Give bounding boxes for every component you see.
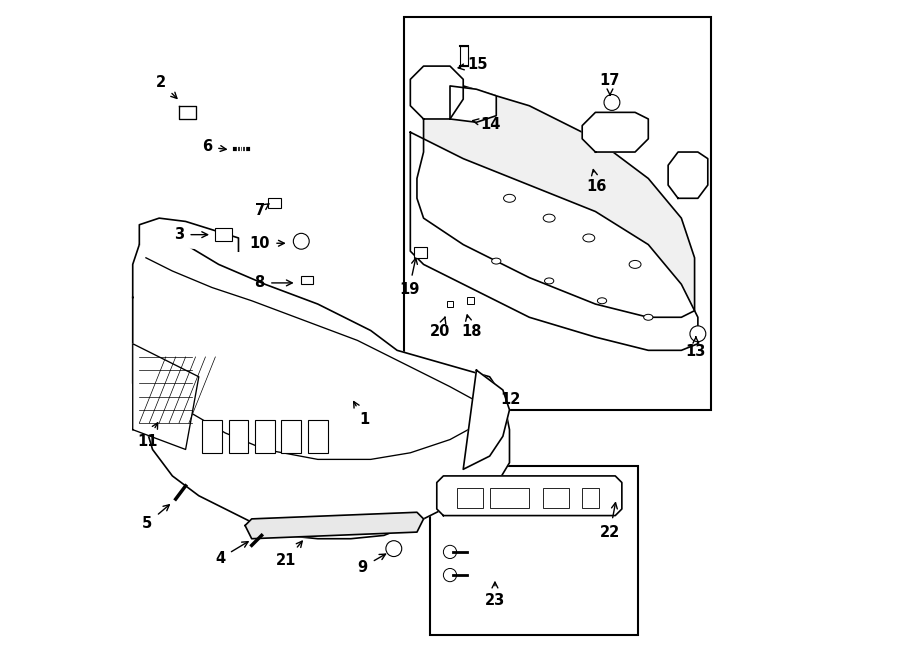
Text: 8: 8 bbox=[255, 276, 292, 290]
Ellipse shape bbox=[503, 194, 516, 202]
Text: 13: 13 bbox=[686, 337, 706, 359]
Ellipse shape bbox=[629, 260, 641, 268]
Polygon shape bbox=[245, 512, 424, 539]
Bar bbox=[229, 420, 248, 453]
Text: 21: 21 bbox=[276, 541, 302, 568]
Bar bbox=[543, 488, 569, 508]
Circle shape bbox=[604, 95, 620, 110]
Bar bbox=[446, 301, 454, 307]
Text: 14: 14 bbox=[472, 117, 501, 132]
Polygon shape bbox=[450, 86, 496, 122]
Bar bbox=[460, 46, 468, 66]
Polygon shape bbox=[179, 106, 195, 119]
Bar bbox=[404, 17, 711, 410]
Bar bbox=[430, 466, 638, 635]
Polygon shape bbox=[464, 370, 509, 469]
Ellipse shape bbox=[491, 258, 501, 264]
Circle shape bbox=[690, 326, 706, 342]
Polygon shape bbox=[668, 152, 707, 198]
Polygon shape bbox=[410, 132, 698, 350]
Ellipse shape bbox=[598, 297, 607, 303]
Text: 12: 12 bbox=[500, 393, 521, 407]
Polygon shape bbox=[132, 231, 509, 539]
Text: 18: 18 bbox=[461, 315, 482, 339]
Text: 17: 17 bbox=[599, 73, 620, 95]
Text: 19: 19 bbox=[399, 258, 419, 297]
Bar bbox=[282, 420, 302, 453]
Bar bbox=[255, 420, 274, 453]
Polygon shape bbox=[410, 66, 464, 119]
Text: 22: 22 bbox=[599, 503, 620, 539]
Ellipse shape bbox=[544, 214, 555, 222]
Text: 7: 7 bbox=[255, 203, 269, 217]
Text: 4: 4 bbox=[215, 541, 248, 566]
Text: 11: 11 bbox=[137, 423, 157, 449]
Bar bbox=[268, 198, 282, 208]
Bar bbox=[202, 420, 222, 453]
Bar bbox=[215, 228, 232, 241]
Text: 9: 9 bbox=[357, 554, 385, 574]
Ellipse shape bbox=[644, 315, 652, 320]
Text: 15: 15 bbox=[458, 58, 488, 72]
Polygon shape bbox=[417, 79, 695, 317]
Ellipse shape bbox=[583, 234, 595, 242]
Text: 16: 16 bbox=[587, 169, 607, 194]
Text: 23: 23 bbox=[485, 582, 505, 607]
Circle shape bbox=[293, 233, 310, 249]
Text: 5: 5 bbox=[142, 505, 169, 531]
Bar bbox=[302, 276, 313, 284]
Circle shape bbox=[444, 568, 456, 582]
Bar bbox=[582, 488, 599, 508]
Bar bbox=[456, 488, 483, 508]
Circle shape bbox=[386, 541, 401, 557]
Bar bbox=[308, 420, 328, 453]
Circle shape bbox=[444, 545, 456, 559]
Bar bbox=[490, 488, 529, 508]
Polygon shape bbox=[436, 476, 622, 516]
Polygon shape bbox=[582, 112, 648, 152]
Text: 2: 2 bbox=[156, 75, 177, 98]
Text: 1: 1 bbox=[354, 402, 369, 427]
Polygon shape bbox=[140, 218, 238, 251]
Bar bbox=[466, 297, 474, 304]
Bar bbox=[414, 247, 427, 258]
Text: 20: 20 bbox=[430, 317, 450, 339]
Ellipse shape bbox=[544, 278, 554, 284]
Text: 6: 6 bbox=[202, 139, 226, 154]
Text: 3: 3 bbox=[174, 227, 208, 242]
Text: 10: 10 bbox=[249, 236, 284, 251]
Polygon shape bbox=[132, 344, 199, 449]
